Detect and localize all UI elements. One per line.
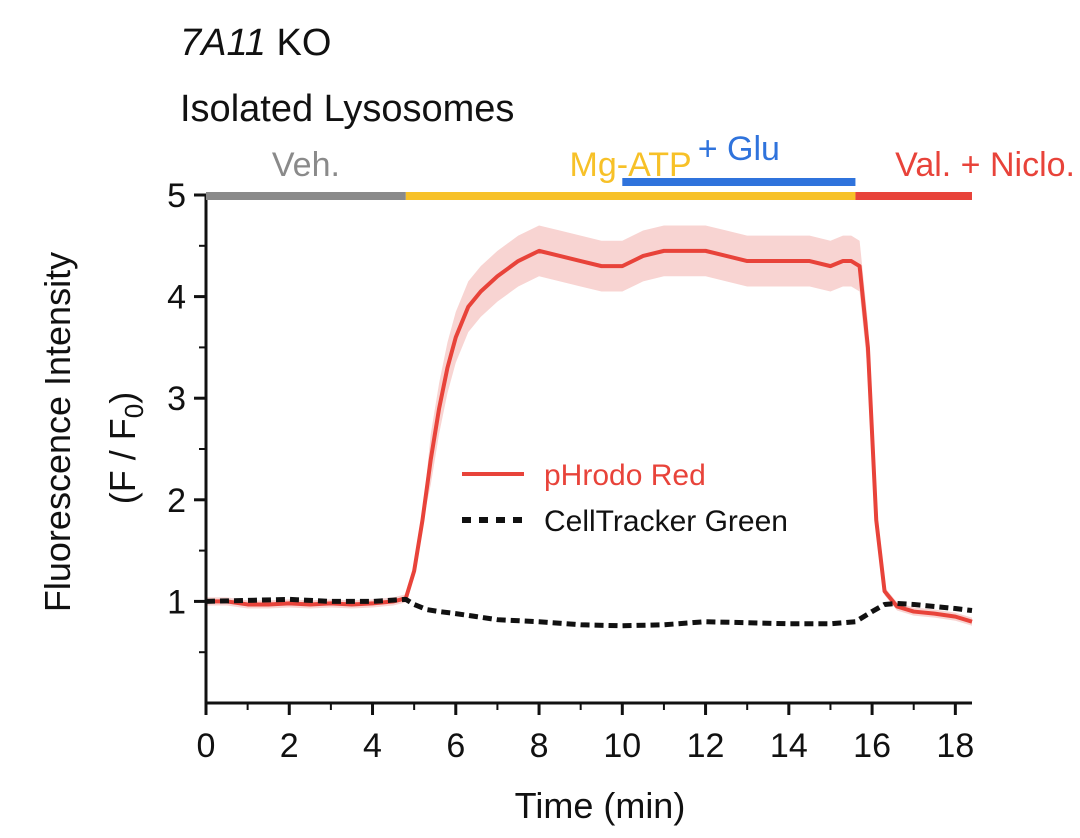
x-tick-label: 12 [687,727,725,765]
x-axis-title: Time (min) [515,785,686,826]
y-tick-label: 1 [167,583,186,621]
condition-label-1: Mg-ATP [570,146,692,184]
x-tick-label: 16 [853,727,891,765]
y-axis-title-unit: (F / F0) [102,392,149,504]
series-lines [205,248,973,629]
condition-bars: Veh. Mg-ATP + Glu Val. + Niclo. [206,130,1075,200]
chart-title: 7A11 KO [180,22,331,65]
title-suffix: KO [265,22,332,64]
series-line-1 [205,596,973,629]
x-tick-label: 0 [197,727,216,765]
x-tick-label: 8 [530,727,549,765]
legend: pHrodo Red CellTracker Green [462,459,788,538]
y-axis-title: Fluorescence Intensity [37,252,78,612]
y-tick-label: 5 [167,177,186,215]
y-axis-unit-sub: 0 [119,404,149,418]
y-tick-label: 2 [167,482,186,520]
x-tick-label: 10 [603,727,641,765]
x-tick-label: 18 [936,727,974,765]
error-band-0 [206,225,972,626]
chart-subtitle: Isolated Lysosomes [180,88,515,130]
y-axis-unit-pre: (F / F [102,418,143,504]
x-tick-label: 4 [363,727,382,765]
condition-label-2: + Glu [698,130,780,168]
legend-label-0: pHrodo Red [544,459,706,492]
condition-label-0: Veh. [272,146,340,184]
series-line-0 [206,248,973,624]
x-tick-label: 6 [446,727,465,765]
y-axis-unit-post: ) [102,392,143,404]
y-tick-label: 3 [167,380,186,418]
x-tick-label: 14 [770,727,808,765]
condition-label-3: Val. + Niclo. [895,146,1075,184]
title-gene: 7A11 [180,22,266,64]
error-bands [206,225,972,626]
y-tick-label: 4 [167,279,186,317]
legend-label-1: CellTracker Green [544,505,788,538]
x-tick-label: 2 [280,727,299,765]
